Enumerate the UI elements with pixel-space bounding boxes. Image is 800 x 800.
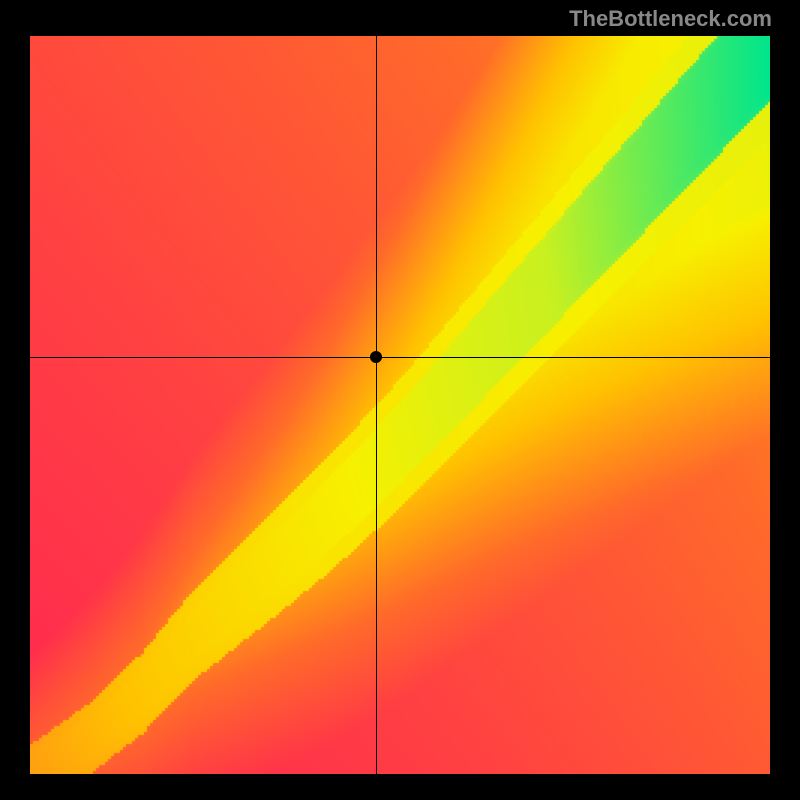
crosshair-vertical <box>376 36 377 774</box>
chart-area <box>30 36 770 774</box>
crosshair-point <box>370 351 382 363</box>
crosshair-horizontal <box>30 357 770 358</box>
watermark-text: TheBottleneck.com <box>569 6 772 32</box>
heatmap-canvas <box>30 36 770 774</box>
chart-container: TheBottleneck.com <box>0 0 800 800</box>
